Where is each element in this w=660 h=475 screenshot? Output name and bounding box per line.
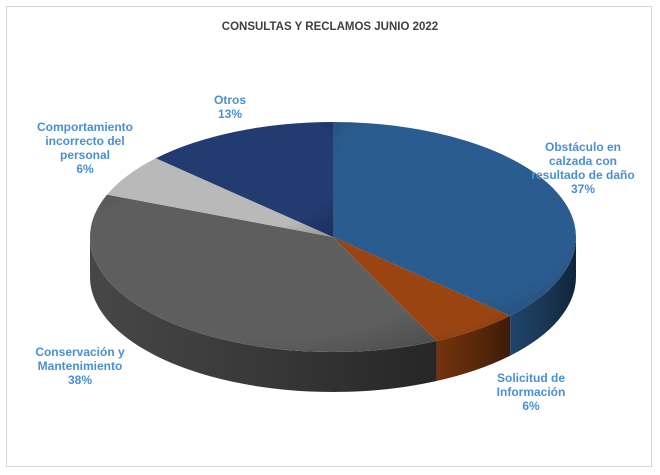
slice-label-solicitud-name: Solicitud de Información <box>496 371 566 399</box>
slice-top-2 <box>90 194 437 352</box>
slice-top-0 <box>333 122 576 316</box>
slice-label-obstaculo-value: 37% <box>570 182 596 196</box>
slice-label-conservacion: Conservación y Mantenimiento 38% <box>10 345 150 387</box>
slice-label-comportamiento-name: Comportamiento incorrecto del personal <box>37 120 133 162</box>
slice-label-conservacion-value: 38% <box>67 373 93 387</box>
slice-label-otros-name: Otros <box>213 93 246 107</box>
slice-label-comportamiento: Comportamiento incorrecto del personal 6… <box>20 120 150 176</box>
slice-label-solicitud: Solicitud de Información 6% <box>478 371 584 413</box>
chart-title: CONSULTAS Y RECLAMOS JUNIO 2022 <box>221 21 439 33</box>
slice-side-0 <box>510 237 576 356</box>
slice-label-otros: Otros 13% <box>190 93 270 121</box>
slice-side-1 <box>436 315 511 382</box>
slice-label-solicitud-value: 6% <box>522 399 540 413</box>
slice-label-obstaculo: Obstáculo en calzada con resultado de da… <box>528 140 638 196</box>
slice-top-1 <box>333 237 511 342</box>
slice-label-otros-value: 13% <box>217 107 243 121</box>
slice-label-conservacion-name: Conservación y Mantenimiento <box>35 345 125 373</box>
slice-top-3 <box>107 158 333 237</box>
slice-label-obstaculo-name: Obstáculo en calzada con resultado de da… <box>531 140 635 182</box>
slice-label-comportamiento-value: 6% <box>76 162 94 176</box>
slice-side-2 <box>90 237 437 392</box>
slice-top-4 <box>155 122 333 237</box>
